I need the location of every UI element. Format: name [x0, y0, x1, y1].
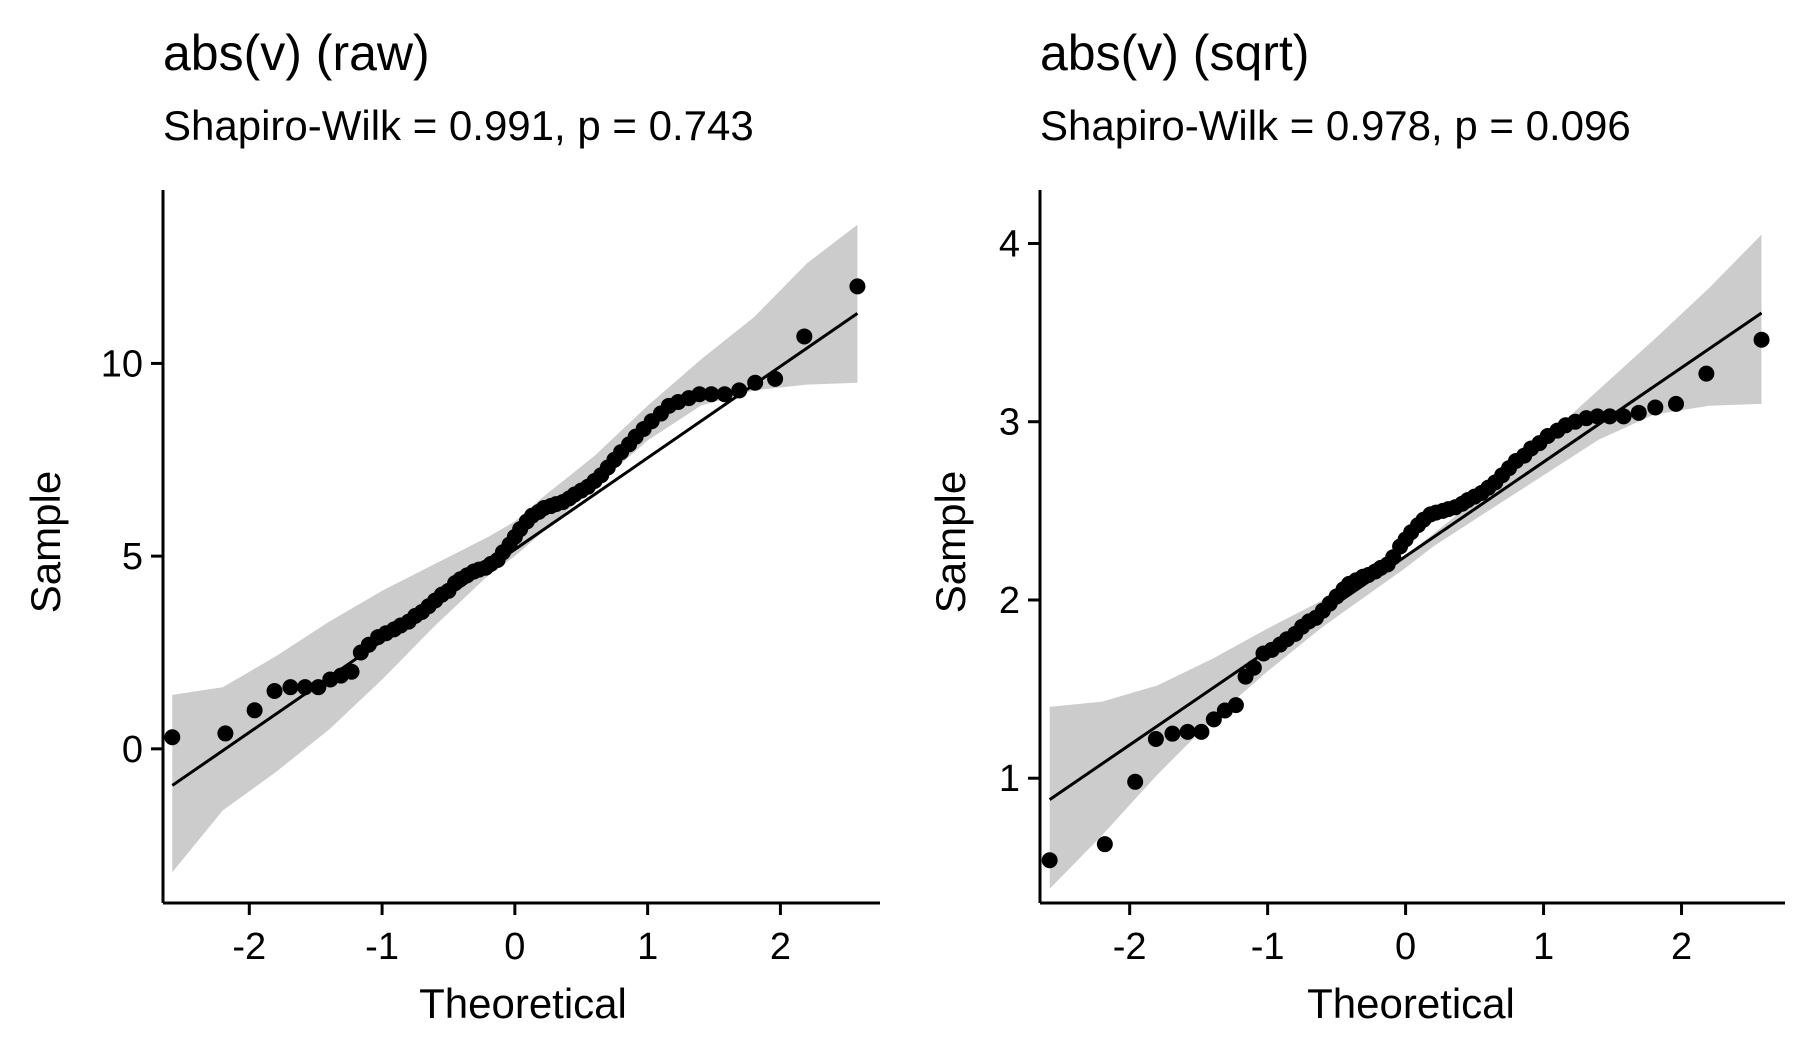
- data-point: [1630, 404, 1647, 421]
- data-point: [266, 683, 283, 700]
- x-tick-label: 1: [1533, 926, 1554, 968]
- data-point: [1147, 731, 1164, 748]
- data-point: [1698, 365, 1715, 382]
- data-point: [767, 370, 784, 387]
- y-tick-label: 3: [999, 402, 1020, 444]
- confidence-band: [1049, 234, 1762, 889]
- data-point: [1601, 408, 1618, 425]
- x-tick-label: 0: [1395, 926, 1416, 968]
- x-tick-label: -1: [1251, 926, 1285, 968]
- data-point: [310, 679, 327, 696]
- y-tick-label: 0: [122, 729, 143, 771]
- x-axis-label: Theoretical: [1307, 980, 1515, 1027]
- data-point: [343, 663, 360, 680]
- data-point: [297, 679, 314, 696]
- data-point: [164, 729, 181, 746]
- data-point: [1668, 395, 1685, 412]
- data-point: [246, 702, 263, 719]
- x-axis-label: Theoretical: [419, 980, 627, 1027]
- chart-subtitle: Shapiro-Wilk = 0.991, p = 0.743: [163, 102, 754, 149]
- data-point: [282, 679, 299, 696]
- y-axis-label: Sample: [927, 471, 974, 613]
- data-point: [703, 386, 720, 403]
- y-tick-label: 5: [122, 536, 143, 578]
- chart-subtitle: Shapiro-Wilk = 0.978, p = 0.096: [1040, 102, 1631, 149]
- data-point: [731, 382, 748, 399]
- data-point: [796, 328, 813, 345]
- y-tick-label: 1: [999, 758, 1020, 800]
- data-point: [217, 725, 234, 742]
- y-tick-label: 10: [101, 343, 143, 385]
- x-tick-label: -2: [1113, 926, 1147, 968]
- x-tick-label: -2: [232, 926, 266, 968]
- data-point: [1127, 773, 1144, 790]
- data-point: [1205, 711, 1222, 728]
- x-tick-label: 1: [637, 926, 658, 968]
- qq-panel-raw: abs(v) (raw) Shapiro-Wilk = 0.991, p = 0…: [22, 25, 880, 1027]
- data-point: [1647, 399, 1664, 416]
- chart-title: abs(v) (sqrt): [1040, 25, 1309, 81]
- data-point: [1096, 836, 1113, 853]
- chart-title: abs(v) (raw): [163, 25, 430, 81]
- y-tick-label: 2: [999, 580, 1020, 622]
- data-point: [1615, 408, 1632, 425]
- data-point: [1589, 408, 1606, 425]
- data-point: [1193, 723, 1210, 740]
- x-tick-label: 0: [504, 926, 525, 968]
- data-point: [1041, 852, 1058, 869]
- data-point: [1179, 723, 1196, 740]
- y-axis-label: Sample: [22, 471, 69, 613]
- qq-panel-sqrt: abs(v) (sqrt) Shapiro-Wilk = 0.978, p = …: [927, 25, 1785, 1027]
- data-point: [1753, 331, 1770, 348]
- data-point: [691, 386, 708, 403]
- data-point: [1164, 725, 1181, 742]
- data-point: [747, 374, 764, 391]
- x-tick-label: 2: [1671, 926, 1692, 968]
- reference-line: [1048, 311, 1763, 801]
- data-point: [1227, 697, 1244, 714]
- x-tick-label: -1: [365, 926, 399, 968]
- data-point: [849, 278, 866, 295]
- data-point: [716, 386, 733, 403]
- data-point: [1245, 659, 1262, 676]
- y-tick-label: 4: [999, 223, 1020, 265]
- x-tick-label: 2: [770, 926, 791, 968]
